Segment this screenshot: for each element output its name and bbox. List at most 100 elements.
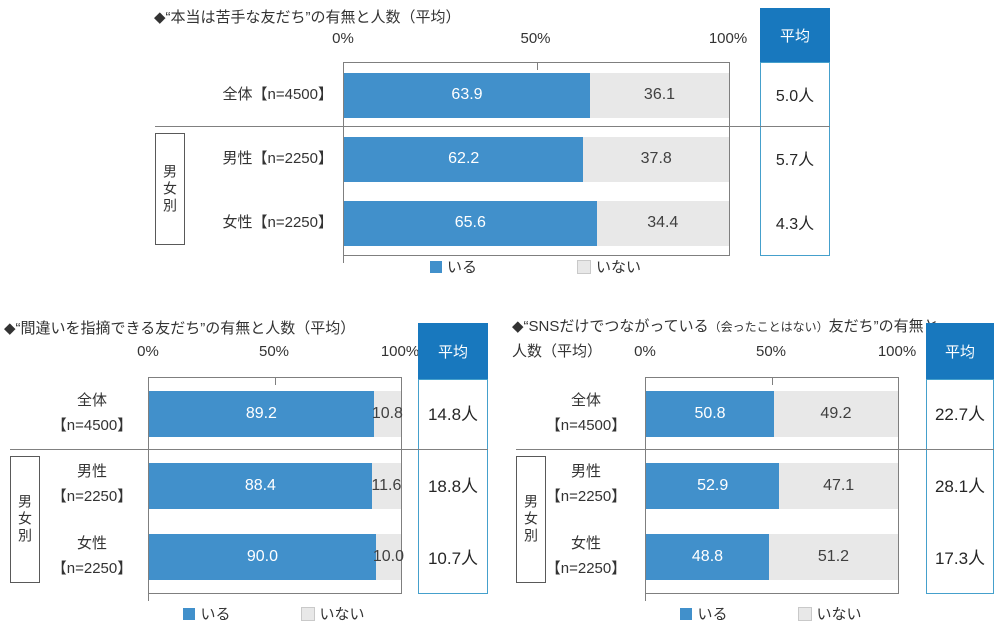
axis-tick-label: 50% xyxy=(755,343,787,360)
category-label: 全体【n=4500】 xyxy=(186,62,338,126)
category-label-line: 女性 xyxy=(76,535,107,553)
bar-row: 63.9 36.1 xyxy=(344,72,729,118)
bar-row: 89.2 10.8 xyxy=(149,390,403,437)
bar-segment-no: 10.8 xyxy=(371,390,403,437)
legend: いる いない xyxy=(343,256,728,277)
category-label-line: 【n=4500】 xyxy=(51,416,133,434)
legend-swatch-inai-icon xyxy=(577,259,591,274)
avg-value: 4.3人 xyxy=(775,216,815,233)
legend-label: いる xyxy=(446,259,477,276)
chart-disliked-friends: ◆“本当は苦手な友だち”の有無と人数（平均） 0% 50% 100% 平均 63.9 36.… xyxy=(152,6,858,306)
category-label: 男性【n=2250】 xyxy=(536,449,636,521)
avg-value: 10.7人 xyxy=(427,548,479,568)
bar-segment-no: 36.1 xyxy=(590,72,729,118)
legend: いる いない xyxy=(148,603,400,624)
category-label: 全体【n=4500】 xyxy=(42,377,142,449)
chart-title-segment: ◆“SNSだけでつながっている xyxy=(512,318,709,335)
category-label-line: 全体 xyxy=(570,391,601,409)
avg-header: 平均 xyxy=(418,323,488,379)
gridline-50pct-tick xyxy=(536,63,538,70)
category-label-line: 【n=2250】 xyxy=(545,488,627,506)
bar-segment-yes: 90.0 xyxy=(149,534,376,581)
bar-value-yes: 52.9 xyxy=(697,476,729,494)
category-label-line: 女性【n=2250】 xyxy=(222,213,333,231)
bar-value-yes: 65.6 xyxy=(454,214,486,231)
bar-row: 65.6 34.4 xyxy=(344,200,729,246)
category-label-line: 男性 xyxy=(570,463,601,481)
bar-segment-yes: 52.9 xyxy=(646,462,780,509)
avg-value: 22.7人 xyxy=(934,405,986,425)
bar-segment-yes: 65.6 xyxy=(344,200,597,246)
legend-label: いない xyxy=(596,259,642,276)
avg-value: 5.7人 xyxy=(775,152,815,169)
bar-segment-no: 37.8 xyxy=(583,136,729,182)
legend-item: いない xyxy=(577,256,641,277)
chart-title: 人数（平均） xyxy=(512,340,602,361)
bar-segment-no: 47.1 xyxy=(779,462,898,509)
legend-label: いる xyxy=(200,606,231,623)
legend-item: いる xyxy=(183,603,231,624)
bar-segment-yes: 88.4 xyxy=(149,462,372,509)
category-label: 全体【n=4500】 xyxy=(536,377,636,449)
category-label-line: 【n=2250】 xyxy=(51,488,133,506)
chart-title: ◆“本当は苦手な友だち”の有無と人数（平均） xyxy=(154,6,461,27)
legend-label: いない xyxy=(319,606,365,623)
avg-value: 5.0人 xyxy=(775,88,815,105)
bar-segment-no: 49.2 xyxy=(774,390,898,437)
divider-line xyxy=(10,449,488,450)
avg-column-box xyxy=(418,379,488,594)
category-label-line: 【n=2250】 xyxy=(545,560,627,578)
bar-segment-no: 34.4 xyxy=(596,200,729,246)
bar-value-no: 37.8 xyxy=(640,150,672,167)
avg-value: 28.1人 xyxy=(934,476,986,496)
chart-title-segment: ◆“間違いを指摘できる友だち”の有無と人数（平均） xyxy=(4,320,356,337)
bar-value-yes: 63.9 xyxy=(451,86,483,103)
chart-title: ◆“間違いを指摘できる友だち”の有無と人数（平均） xyxy=(4,317,355,338)
category-label: 男性【n=2250】 xyxy=(42,449,142,521)
divider-line xyxy=(516,449,994,450)
chart-mistake-pointing-friends: ◆“間違いを指摘できる友だち”の有無と人数（平均） 0% 50% 100% 平均 89.2… xyxy=(4,315,504,637)
chart-title-segment: 友だち”の有無と xyxy=(828,318,939,335)
bar-value-yes: 50.8 xyxy=(694,404,726,422)
avg-value: 18.8人 xyxy=(427,476,479,496)
plot-area: 63.9 36.1 62.2 37.8 65.6 34.4 xyxy=(343,62,730,263)
legend-item: いない xyxy=(797,603,862,624)
bar-value-yes: 62.2 xyxy=(448,150,480,167)
category-label: 女性【n=2250】 xyxy=(536,520,636,592)
bar-value-no: 10.8 xyxy=(371,404,403,422)
legend-label: いる xyxy=(697,606,728,623)
divider-line xyxy=(155,126,830,127)
bar-value-no: 49.2 xyxy=(820,404,852,422)
bar-segment-no: 11.6 xyxy=(371,462,402,509)
axis-0pct-tick xyxy=(343,256,344,263)
bar-row: 48.8 51.2 xyxy=(646,534,898,581)
chart-sns-only-friends: ◆“SNSだけでつながっている（会ったことはない）友だち”の有無と 人数（平均） 0… xyxy=(512,315,1000,637)
chart-title-segment: ◆“本当は苦手な友だち”の有無と人数（平均） xyxy=(154,9,461,26)
group-label-box: 男女別 xyxy=(516,455,546,583)
axis-tick-label: 50% xyxy=(520,30,551,47)
axis-0pct-tick xyxy=(645,594,646,601)
category-label: 女性【n=2250】 xyxy=(42,520,142,592)
group-label-box: 男女別 xyxy=(155,133,185,245)
legend-item: いる xyxy=(429,256,477,277)
legend-item: いない xyxy=(300,603,365,624)
gridline-50pct-tick xyxy=(275,378,276,385)
bar-segment-no: 10.0 xyxy=(372,534,404,581)
legend-swatch-iru-icon xyxy=(183,607,196,620)
legend-swatch-iru-icon xyxy=(429,260,442,273)
category-label-line: 全体【n=4500】 xyxy=(222,85,333,103)
bar-value-yes: 90.0 xyxy=(246,548,278,566)
bar-row: 50.8 49.2 xyxy=(646,390,898,437)
avg-column-box xyxy=(926,379,994,594)
bar-segment-yes: 62.2 xyxy=(344,136,584,182)
bar-value-no: 10.0 xyxy=(372,548,404,566)
bar-segment-yes: 63.9 xyxy=(344,72,590,118)
legend-item: いる xyxy=(680,603,728,624)
category-label-line: 【n=2250】 xyxy=(51,560,133,578)
bar-value-no: 11.6 xyxy=(371,476,402,494)
bar-value-yes: 48.8 xyxy=(691,548,724,566)
category-label-line: 女性 xyxy=(570,535,601,553)
avg-value: 17.3人 xyxy=(934,548,986,568)
axis-tick-label: 100% xyxy=(877,343,917,360)
